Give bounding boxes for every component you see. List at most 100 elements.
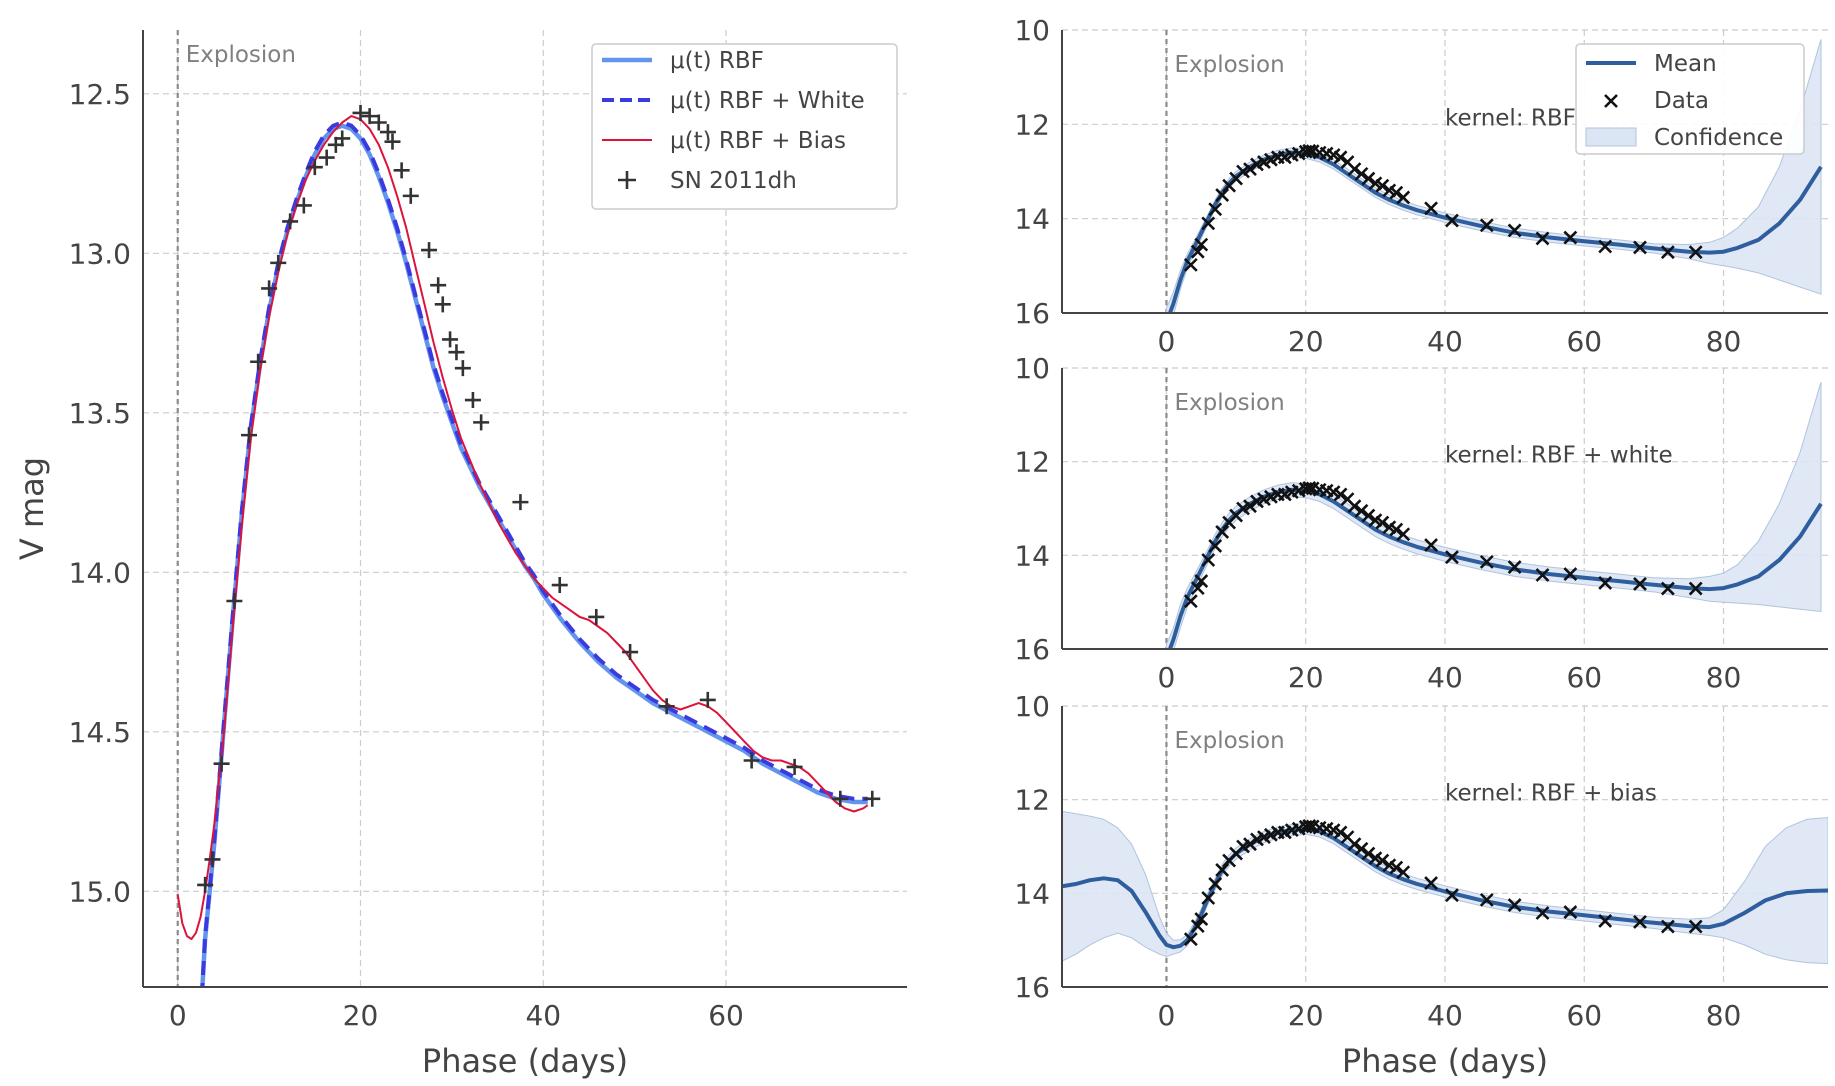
data-point — [370, 114, 387, 131]
y-tick-label: 16 — [1014, 633, 1050, 666]
legend-frame — [1575, 43, 1805, 155]
legend-swatch — [618, 171, 636, 189]
x-tick-label: 0 — [169, 999, 187, 1032]
data-point — [352, 104, 369, 121]
data-point — [1333, 825, 1348, 840]
data-point — [442, 331, 459, 348]
data-point — [864, 790, 881, 807]
data-point — [204, 851, 221, 868]
x-tick-label: 0 — [1158, 325, 1176, 358]
y-tick-label: 15.0 — [69, 875, 131, 908]
data-point — [1688, 919, 1703, 934]
data-point — [1243, 162, 1257, 177]
plot-area — [1166, 39, 1823, 313]
explosion-label: Explosion — [186, 42, 296, 68]
y-tick-label: 10 — [1014, 352, 1050, 385]
data-point — [1633, 240, 1647, 255]
data-point — [1333, 487, 1348, 502]
data-point — [1598, 576, 1613, 590]
panel-middle-right: Explosion 0 20 40 60 80 10 12 14 16 kernel: RBF + … — [1014, 352, 1828, 694]
series-line — [200, 120, 868, 987]
x-tick-label: 60 — [708, 999, 744, 1032]
data-point — [261, 280, 278, 297]
data-point — [1445, 888, 1459, 903]
legend-label: μ(t) RBF — [670, 48, 764, 74]
data-markers — [197, 104, 881, 893]
x-axis-label: Phase (days) — [422, 1042, 628, 1080]
data-point — [1194, 237, 1209, 252]
data-point — [512, 494, 529, 511]
y-tick-label: 16 — [1014, 971, 1050, 1004]
x-tick-label: 20 — [1288, 999, 1324, 1032]
data-point — [334, 130, 351, 147]
y-tick-label: 10 — [1014, 14, 1050, 47]
data-point — [473, 414, 490, 431]
data-point — [1243, 837, 1257, 852]
data-point — [421, 242, 438, 259]
data-point — [1354, 503, 1369, 518]
data-point — [1183, 932, 1198, 947]
data-point — [743, 752, 760, 769]
data-point — [448, 344, 465, 361]
x-tick-label: 80 — [1706, 325, 1742, 358]
data-point — [1190, 919, 1205, 934]
data-point — [384, 133, 401, 150]
data-point — [551, 577, 568, 594]
data-point — [1507, 560, 1522, 574]
data-point — [1361, 846, 1376, 861]
x-tick-label: 40 — [1427, 661, 1463, 694]
data-point — [1660, 581, 1675, 596]
data-point — [1215, 524, 1230, 539]
data-point — [1215, 862, 1230, 877]
data-point — [588, 608, 605, 625]
kernel-annotation: kernel: RBF — [1445, 105, 1576, 131]
plot-area — [1062, 810, 1828, 965]
legend-swatch — [1604, 94, 1618, 108]
explosion-label: Explosion — [1174, 390, 1284, 416]
data-point — [1688, 245, 1703, 260]
series-line — [176, 115, 869, 941]
data-point — [1507, 223, 1522, 238]
x-tick-label: 40 — [525, 999, 561, 1032]
data-point — [1194, 574, 1209, 589]
x-tick-label: 0 — [1158, 661, 1176, 694]
y-tick-label: 14.0 — [69, 556, 131, 589]
data-point — [1190, 581, 1205, 596]
gridlines — [143, 30, 907, 987]
data-point — [1598, 239, 1613, 254]
data-point — [393, 162, 410, 179]
y-tick-label: 14 — [1014, 203, 1050, 236]
data-point — [1563, 567, 1578, 581]
data-point — [402, 187, 419, 204]
data-point — [1389, 185, 1404, 200]
data-point — [1633, 576, 1647, 591]
legend-label: SN 2011dh — [670, 168, 797, 194]
y-tick-label: 14.5 — [69, 716, 131, 749]
y-tick-label: 13.0 — [69, 237, 131, 270]
data-point — [197, 876, 214, 893]
kernel-annotation: kernel: RBF + white — [1445, 443, 1673, 469]
data-point — [1215, 188, 1230, 203]
x-tick-label: 40 — [1427, 999, 1463, 1032]
x-tick-label: 20 — [1288, 661, 1324, 694]
data-point — [454, 360, 471, 377]
data-point — [1479, 892, 1494, 907]
legend-label: Data — [1654, 88, 1709, 114]
data-point — [1424, 876, 1438, 890]
x-tick-label: 80 — [1706, 661, 1742, 694]
data-point — [1347, 162, 1362, 177]
y-tick-label: 12 — [1014, 108, 1050, 141]
legend-label: Mean — [1654, 51, 1717, 77]
data-point — [318, 149, 335, 166]
data-point — [1361, 171, 1376, 186]
legend-main: μ(t) RBF μ(t) RBF + White μ(t) RBF + Bias S… — [591, 43, 898, 210]
data-point — [1479, 218, 1494, 233]
panel-main: Explosion 0 20 40 60 12.5 13.0 13.5 14.0 14.5 15.0… — [13, 30, 907, 1080]
data-point — [1445, 550, 1459, 565]
data-point — [1194, 912, 1209, 927]
data-point — [1445, 213, 1459, 228]
data-point — [1347, 837, 1362, 852]
data-point — [270, 254, 287, 271]
data-markers — [1183, 818, 1703, 947]
